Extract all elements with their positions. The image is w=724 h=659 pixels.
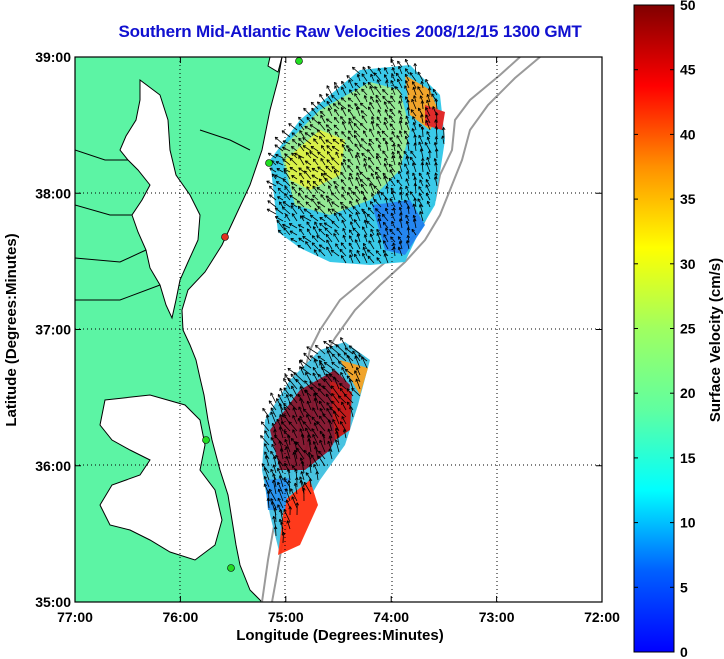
x-tick-label: 75:00 bbox=[268, 609, 304, 625]
x-tick-label: 73:00 bbox=[479, 609, 515, 625]
radar-station bbox=[265, 159, 273, 167]
colorbar-tick-label: 50 bbox=[680, 0, 696, 13]
colorbar-tick-label: 5 bbox=[680, 579, 688, 595]
colorbar-tick-label: 30 bbox=[680, 256, 696, 272]
map-title: Southern Mid-Atlantic Raw Velocities 200… bbox=[118, 22, 582, 41]
colorbar-tick-label: 20 bbox=[680, 385, 696, 401]
x-axis-label: Longitude (Degrees:Minutes) bbox=[236, 627, 444, 644]
y-axis-ticks: 39:00 38:00 37:00 36:00 35:00 bbox=[35, 49, 602, 610]
colorbar-tick-label: 25 bbox=[680, 321, 696, 337]
grid bbox=[75, 57, 602, 602]
x-tick-label: 72:00 bbox=[584, 609, 620, 625]
radar-station bbox=[227, 564, 235, 572]
x-axis-ticks: 77:00 76:00 75:00 74:00 73:00 72:00 bbox=[57, 57, 620, 625]
radar-station bbox=[202, 436, 210, 444]
y-tick-label: 35:00 bbox=[35, 594, 71, 610]
radar-station bbox=[295, 57, 303, 65]
land-mass bbox=[75, 57, 283, 602]
colorbar bbox=[633, 4, 675, 653]
radar-station bbox=[221, 233, 229, 241]
y-tick-label: 36:00 bbox=[35, 458, 71, 474]
colorbar-tick-label: 0 bbox=[680, 644, 688, 659]
x-tick-label: 74:00 bbox=[373, 609, 409, 625]
colorbar-tick-label: 45 bbox=[680, 62, 696, 78]
colorbar-label: Surface Velocity (cm/s) bbox=[707, 258, 724, 422]
x-tick-label: 76:00 bbox=[162, 609, 198, 625]
colorbar-tick-label: 35 bbox=[680, 191, 696, 207]
y-tick-label: 38:00 bbox=[35, 185, 71, 201]
colorbar-tick-label: 15 bbox=[680, 450, 696, 466]
velocity-vectors bbox=[260, 58, 446, 544]
x-tick-label: 77:00 bbox=[57, 609, 93, 625]
colorbar-tick-label: 10 bbox=[680, 515, 696, 531]
colorbar-tick-label: 40 bbox=[680, 126, 696, 142]
y-tick-label: 37:00 bbox=[35, 322, 71, 338]
y-tick-label: 39:00 bbox=[35, 49, 71, 65]
pamlico-sound bbox=[99, 394, 223, 561]
y-axis-label: Latitude (Degrees:Minutes) bbox=[3, 233, 20, 426]
